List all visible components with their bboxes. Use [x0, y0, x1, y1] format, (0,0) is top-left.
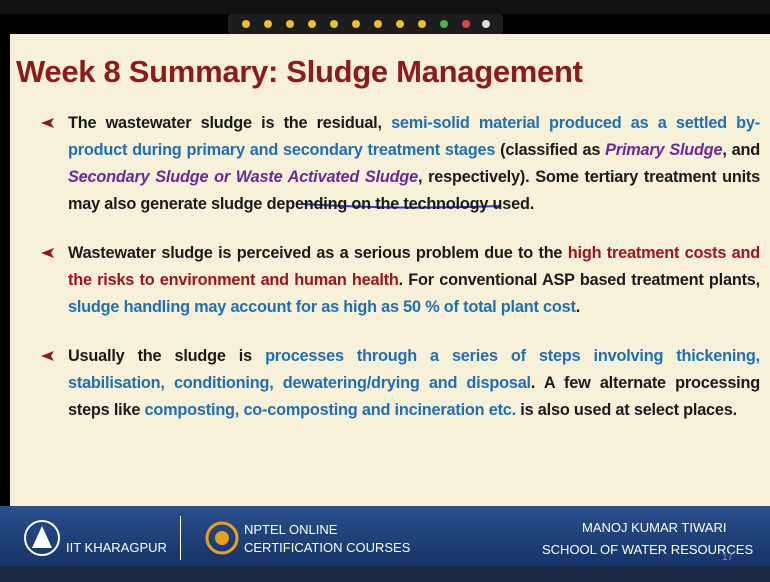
iit-logo: [24, 520, 60, 556]
divider: [180, 516, 181, 560]
footer: IIT KHARAGPUR NPTEL ONLINE CERTIFICATION…: [0, 506, 770, 566]
text-segment: composting, co-composting and incinerati…: [144, 401, 517, 419]
text-segment: processes through a series of steps invo…: [68, 347, 760, 392]
school-name: SCHOOL OF WATER RESOURCES: [542, 542, 754, 557]
text-segment: , respectively). Some tertiary treatment…: [68, 168, 760, 213]
text-segment: , and: [722, 141, 760, 159]
author-name: MANOJ KUMAR TIWARI: [582, 520, 727, 535]
text-segment: semi-solid material produced as a settle…: [68, 114, 760, 159]
text-segment: Secondary Sludge or Waste Activated Slud…: [68, 168, 418, 186]
bullet-icon: [41, 248, 54, 258]
nptel-logo: [205, 521, 239, 555]
taskbar: [0, 566, 770, 582]
top-bar: [0, 0, 770, 14]
text-segment: is also used at select places.: [515, 401, 737, 419]
page-number: 17: [722, 552, 734, 563]
bullet-icon: [41, 118, 54, 128]
bullet-list: The wastewater sludge is the residual, s…: [40, 110, 760, 446]
text-segment: . A few alternate processing steps like: [68, 374, 760, 419]
nptel-line2: CERTIFICATION COURSES: [244, 540, 411, 555]
text-segment: Usually the sludge is: [68, 347, 266, 365]
bullet: Usually the sludge is processes through …: [40, 343, 760, 424]
text-segment: sludge handling may account for as high …: [68, 298, 576, 316]
text-segment: .: [575, 298, 581, 316]
text-segment: Wastewater sludge is perceived as a seri…: [68, 244, 568, 262]
bullet: The wastewater sludge is the residual, s…: [40, 110, 760, 218]
pen-underline: [301, 203, 501, 209]
text-segment: Primary Sludge: [605, 141, 723, 159]
annotation-toolbar[interactable]: [228, 14, 503, 34]
toolbar-icons: [242, 20, 490, 28]
bullet-icon: [41, 351, 54, 361]
nptel-line1: NPTEL ONLINE: [244, 522, 338, 537]
text-segment: The wastewater sludge is the residual,: [68, 114, 392, 132]
slide: Week 8 Summary: Sludge Management The wa…: [10, 34, 770, 506]
text-segment: (classified as: [495, 141, 606, 159]
bullet: Wastewater sludge is perceived as a seri…: [40, 240, 760, 321]
text-segment: high treatment costs and the risks to en…: [68, 244, 760, 289]
slide-title: Week 8 Summary: Sludge Management: [16, 54, 583, 89]
text-segment: . For conventional ASP based treatment p…: [398, 271, 761, 289]
institute-name: IIT KHARAGPUR: [66, 540, 167, 555]
